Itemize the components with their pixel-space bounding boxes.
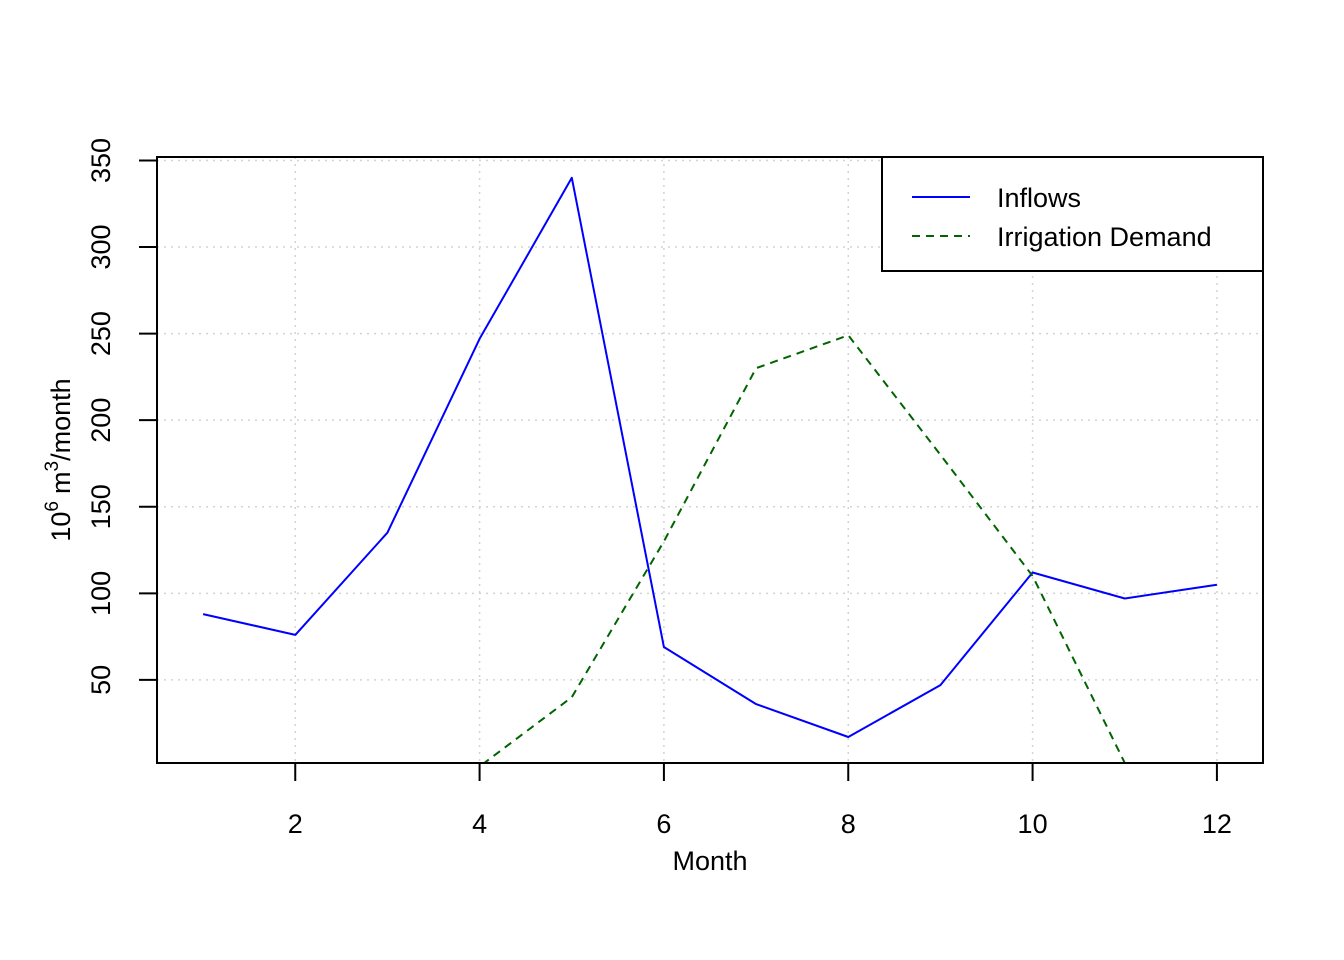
x-tick-label-8: 8 <box>841 809 856 839</box>
y-tick-label-100: 100 <box>86 571 116 616</box>
y-axis-title-unit: m <box>46 472 76 495</box>
series-layer <box>202 176 1218 763</box>
legend-box <box>881 156 1264 272</box>
legend-label-inflows: Inflows <box>997 183 1081 213</box>
x-axis: 2 4 6 8 10 12 <box>288 762 1232 839</box>
x-tick-label-12: 12 <box>1202 809 1232 839</box>
y-axis: 50 100 150 200 250 300 350 <box>86 138 158 695</box>
y-axis-title-exp1: 6 <box>42 501 63 512</box>
series-line-inflows <box>202 176 1218 738</box>
y-axis-title-rest: /month <box>46 378 76 461</box>
y-tick-label-50: 50 <box>86 665 116 695</box>
grid <box>157 157 1263 763</box>
legend-label-irrigation-demand: Irrigation Demand <box>997 222 1212 252</box>
legend: Inflows Irrigation Demand <box>881 156 1264 272</box>
y-axis-title-base: 10 <box>46 512 76 542</box>
x-tick-label-10: 10 <box>1018 809 1048 839</box>
y-axis-title: 106 m3/month <box>42 378 76 541</box>
y-tick-label-350: 350 <box>86 138 116 183</box>
y-tick-label-300: 300 <box>86 225 116 270</box>
y-tick-label-200: 200 <box>86 398 116 443</box>
x-axis-title: Month <box>672 846 747 876</box>
y-tick-label-150: 150 <box>86 484 116 529</box>
series-line-irrigation-demand <box>482 334 1152 763</box>
x-tick-label-2: 2 <box>288 809 303 839</box>
x-tick-label-4: 4 <box>472 809 487 839</box>
y-axis-title-exp2: 3 <box>42 461 63 472</box>
x-tick-label-6: 6 <box>656 809 671 839</box>
y-tick-label-250: 250 <box>86 311 116 356</box>
